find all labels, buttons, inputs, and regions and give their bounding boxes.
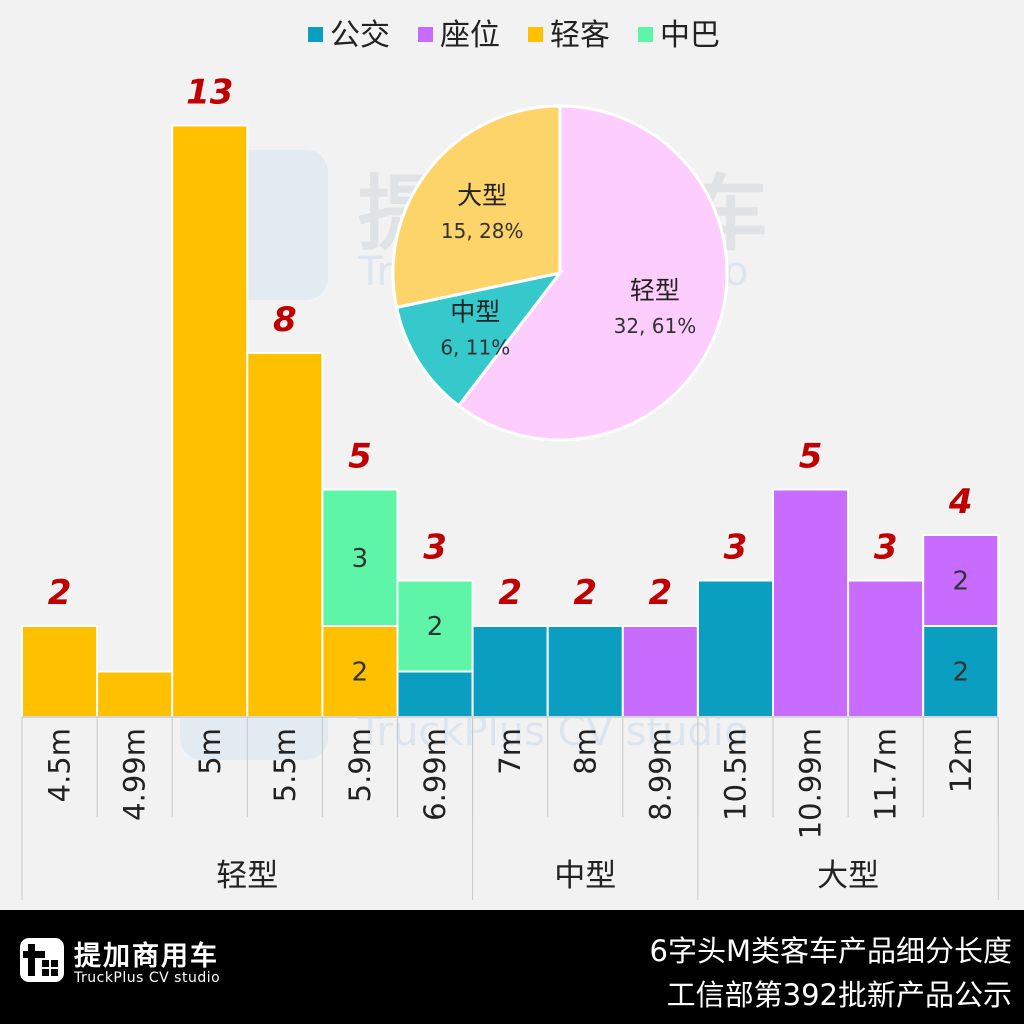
total-label: 2 [48,573,72,613]
brand-logo-icon [20,938,64,982]
x-tick-label: 5.9m [343,728,377,802]
bar-segment [171,124,249,718]
pie-slice [394,270,564,408]
total-label: 3 [724,528,748,568]
bar-segment [246,352,324,718]
group-label: 大型 [817,858,879,894]
bar-segment [396,579,474,673]
bar-segment [546,625,624,718]
bar-segment [21,625,99,718]
legend-label: 中巴 [660,18,720,53]
x-tick-label: 4.99m [118,728,152,821]
total-label: 13 [186,73,233,113]
total-label: 2 [573,573,597,613]
x-tick-label: 11.7m [869,728,903,821]
bar-segment [922,534,1000,627]
legend-label: 座位 [440,18,500,53]
legend-swatch [528,27,543,42]
legend-swatch [638,27,653,42]
segment-label: 3 [352,544,369,574]
x-tick-label: 6.99m [418,728,452,821]
x-tick-label: 4.5m [43,728,77,802]
x-tick-label: 10.99m [794,728,828,839]
pie-slice [456,104,729,442]
footer-title-line2: 工信部第392批新产品公示 [666,978,1012,1012]
total-label: 5 [799,437,823,477]
x-tick-label: 12m [944,728,978,793]
total-label: 4 [948,482,973,522]
legend-swatch [418,27,433,42]
x-tick-label: 10.5m [718,728,752,821]
bar-segment [922,625,1000,718]
group-label: 中型 [554,858,616,894]
pie-label: 中型 [450,297,500,326]
x-tick-label: 8.99m [643,728,677,821]
brand-subtitle: TruckPlus CV studio [74,970,221,986]
legend-swatch [308,27,323,42]
segment-label: 2 [952,567,969,597]
bar-segment [847,579,925,718]
pie-label: 大型 [457,181,507,210]
pie-label: 轻型 [630,276,680,305]
x-tick-label: 7m [493,728,527,775]
bar-segment [96,670,174,718]
pie-value-label: 15, 28% [441,219,524,243]
bar-segment [696,579,775,718]
footer-title-line1: 6字头M类客车产品细分长度 [649,934,1012,968]
total-label: 3 [423,528,447,568]
x-tick-label: 5.5m [268,728,302,802]
bar-segment [772,488,850,718]
brand-name: 提加商用车 [74,941,219,972]
footer-bar: 提加商用车 TruckPlus CV studio 6字头M类客车产品细分长度 … [0,910,1024,1024]
bar-segment [321,625,399,718]
segment-label: 2 [952,658,969,688]
total-label: 8 [273,300,297,340]
total-label: 2 [649,573,673,613]
group-label: 轻型 [216,858,278,894]
legend-label: 轻客 [550,18,610,53]
total-label: 2 [498,573,522,613]
bar-segment [396,670,474,718]
bar-segment [471,625,549,718]
x-tick-label: 8m [568,728,602,775]
total-label: 3 [874,528,898,568]
legend-label: 公交 [330,18,390,53]
pie-value-label: 32, 61% [614,314,697,338]
pie-slice [391,104,562,310]
segment-label: 2 [427,612,444,642]
bar-segment [321,488,399,627]
total-label: 5 [348,437,372,477]
pie-value-label: 6, 11% [440,335,510,359]
segment-label: 2 [352,658,369,688]
x-tick-label: 5m [193,728,227,775]
bar-segment [621,625,699,718]
